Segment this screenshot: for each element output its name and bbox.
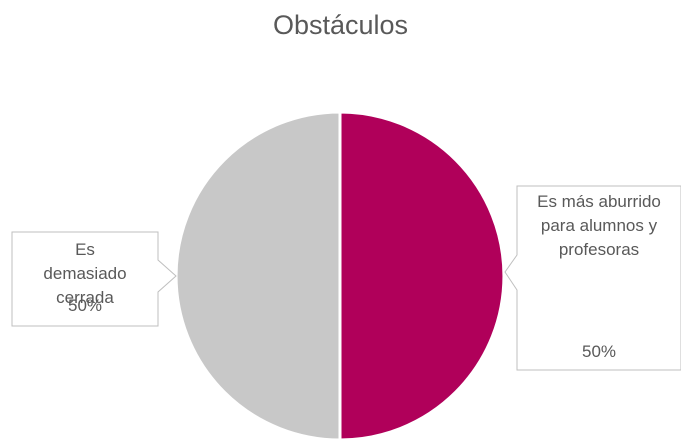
data-label-category: Es más aburrido para alumnos y profesora… — [537, 192, 661, 259]
data-label-value: 50% — [67, 296, 103, 315]
pie-slice — [338, 110, 506, 439]
pie-slice — [174, 110, 342, 439]
callout-box — [11, 231, 177, 327]
data-label-category: Es demasiado cerrada — [43, 240, 127, 307]
callout-box — [504, 185, 681, 371]
data-label-value: 50% — [581, 342, 617, 361]
chart-title: Obstáculos — [272, 10, 409, 40]
